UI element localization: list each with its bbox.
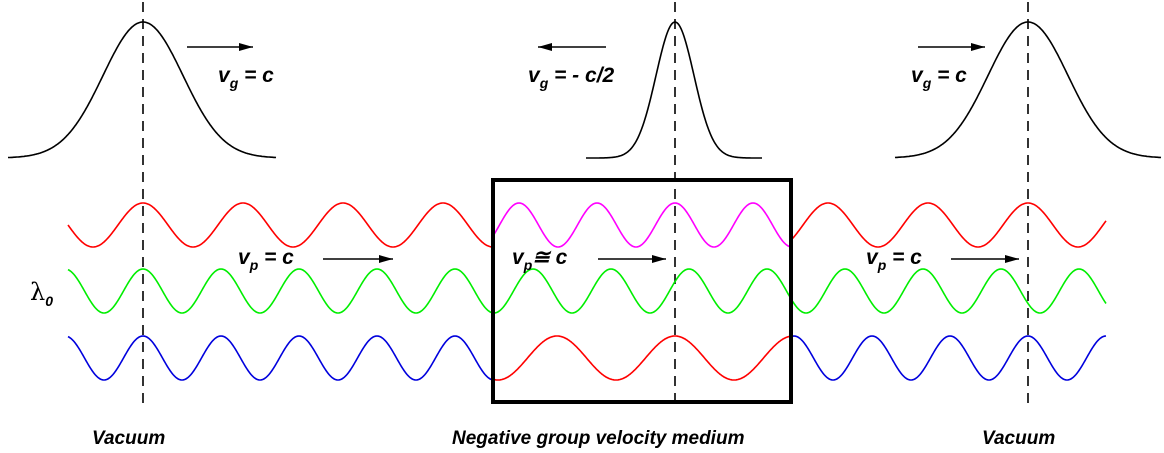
vg-label-middle: vg = - c/2 (528, 64, 615, 91)
pulse-left (8, 21, 277, 159)
vp-arrow-left (323, 255, 393, 263)
region-label-left: Vacuum (92, 428, 165, 449)
vg-arrow-left (187, 43, 253, 51)
vg-label-left: vg = c (218, 64, 274, 91)
vg-label-right: vg = c (911, 64, 967, 91)
wave-middle (67, 268, 1107, 314)
pulse-right (894, 21, 1162, 159)
arrows (187, 43, 1019, 263)
wave-top-left (67, 202, 493, 248)
wave-bottom-medium (492, 335, 792, 381)
wave-bottom-right (790, 335, 1107, 381)
wave-bottom-left (67, 335, 494, 381)
wave-top-right (790, 202, 1107, 248)
wave-top-medium (492, 202, 792, 248)
vp-arrow-middle (598, 255, 666, 263)
pulse-middle (586, 21, 762, 159)
vp-label-right: vp = c (866, 246, 922, 273)
vp-label-middle: vp≅ c (512, 246, 568, 273)
vp-label-left: vp = c (238, 246, 294, 273)
vg-arrow-right (918, 43, 985, 51)
region-label-right: Vacuum (982, 428, 1055, 449)
vg-arrow-middle (538, 43, 606, 51)
region-label-middle: Negative group velocity medium (452, 428, 745, 449)
medium-box (491, 178, 793, 404)
lambda-label: λ0 (30, 278, 53, 309)
vp-arrow-right (951, 255, 1019, 263)
